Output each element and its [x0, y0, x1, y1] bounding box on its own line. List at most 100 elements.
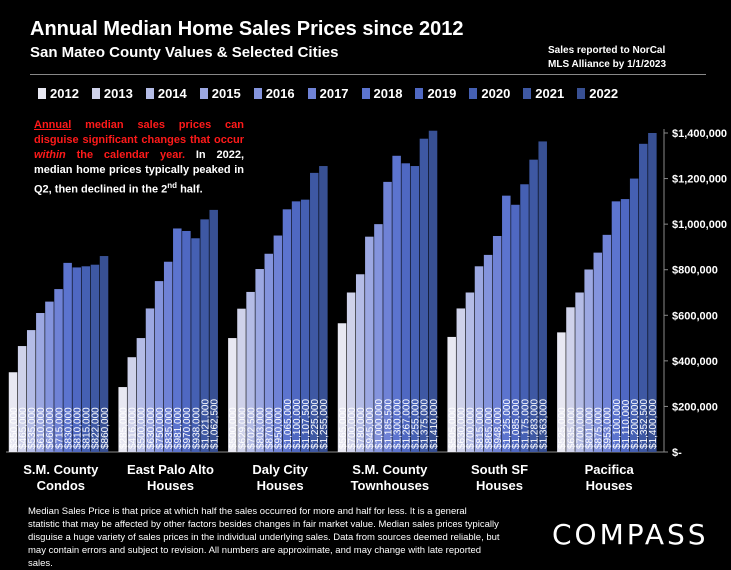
bar-2012: [118, 387, 127, 452]
bar-2019: [620, 199, 630, 452]
bar-2013: [346, 292, 356, 452]
bar-value-label: $870,000: [265, 407, 276, 449]
bar-value-label: $830,000: [63, 407, 74, 449]
bar-value-label: $610,000: [36, 407, 47, 449]
bar-2021: [90, 264, 100, 452]
y-tick-label: $1,200,000: [672, 174, 727, 186]
bar-2019: [291, 201, 301, 452]
bar-2021: [200, 219, 209, 452]
bar-value-label: $1,175,000: [520, 399, 531, 449]
bar-value-label: $1,110,000: [621, 399, 632, 449]
bar-2019: [511, 204, 520, 452]
bar-value-label: $700,000: [575, 407, 586, 449]
legend-swatch: [145, 87, 154, 99]
bar-2016: [154, 281, 164, 452]
y-tick-label: $-: [672, 447, 682, 459]
chart-subtitle: San Mateo County Values & Selected Citie…: [30, 44, 339, 61]
category-label: Houses: [257, 478, 304, 493]
bar-value-label: $822,000: [91, 407, 102, 449]
header-divider: [30, 74, 706, 75]
category-label: Condos: [37, 478, 85, 493]
annotation-annual: Annual: [34, 119, 72, 131]
bar-2012: [447, 336, 456, 452]
bar-value-label: $702,500: [246, 407, 257, 449]
legend-label: 2019: [427, 85, 457, 101]
bar-2018: [63, 262, 72, 452]
bar-2022: [538, 141, 547, 452]
bar-value-label: $635,000: [566, 407, 577, 449]
bar-value-label: $1,065,000: [283, 399, 294, 449]
legend-item-2019: 2019: [415, 86, 456, 101]
annotation-superscript: nd: [167, 181, 178, 190]
category-label: Daly City: [252, 462, 308, 477]
category-label: Houses: [586, 478, 633, 493]
category-label: Houses: [147, 478, 194, 493]
chart-title: Annual Median Home Sales Prices since 20…: [30, 18, 464, 40]
bar-2015: [365, 236, 374, 452]
bar-value-label: $416,000: [128, 407, 139, 449]
legend-item-2013: 2013: [91, 86, 133, 101]
bar-2019: [72, 267, 81, 452]
source-note-line2: MLS Alliance by 1/1/2023: [548, 59, 667, 70]
legend-swatch: [253, 87, 262, 99]
category-label: S.M. County: [23, 462, 99, 477]
bar-2016: [264, 253, 274, 452]
legend-item-2018: 2018: [361, 85, 403, 101]
y-tick-label: $1,400,000: [672, 128, 727, 140]
legend-swatch: [38, 87, 46, 99]
bar-2020: [300, 199, 310, 452]
bar-value-label: $715,000: [54, 407, 65, 449]
bar-value-label: $1,100,000: [292, 399, 303, 449]
legend-label: 2016: [265, 85, 295, 101]
category-label: East Palo Alto: [127, 462, 214, 477]
bar-2017: [602, 234, 612, 452]
bar-value-label: $1,255,000: [319, 399, 330, 449]
bar-value-label: $1,200,000: [630, 399, 641, 449]
annotation-note: Annual median sales prices can disguise …: [34, 118, 244, 198]
bar-value-label: $981,000: [173, 407, 184, 449]
legend-swatch: [469, 87, 478, 99]
legend-label: 2017: [319, 85, 349, 101]
bar-value-label: $1,062,500: [210, 399, 221, 449]
bar-2016: [45, 301, 54, 452]
bar-2021: [529, 159, 538, 452]
bar-value-label: $875,000: [594, 407, 605, 449]
footer-disclaimer: Median Sales Price is that price at whic…: [28, 506, 500, 569]
bar-2018: [611, 201, 621, 452]
bar-2012: [337, 323, 347, 452]
legend-swatch: [307, 87, 316, 99]
bar-2018: [502, 195, 511, 452]
bar-value-label: $1,255,000: [411, 399, 422, 449]
legend-item-2012: 2012: [38, 86, 79, 101]
bar-2018: [282, 209, 292, 452]
bar-value-label: $953,000: [603, 407, 614, 449]
source-note: Sales reported to NorCal MLS Alliance by…: [548, 44, 718, 72]
legend-item-2022: 2022: [577, 86, 618, 101]
source-note-line1: Sales reported to NorCal: [548, 45, 666, 56]
legend-swatch: [523, 87, 532, 99]
bar-value-label: $1,125,000: [502, 399, 513, 449]
annotation-text-1: median sales prices can disguise signifi…: [34, 119, 244, 146]
category-label: Houses: [476, 478, 523, 493]
bar-value-label: $350,000: [9, 407, 20, 449]
bar-value-label: $565,000: [338, 407, 349, 449]
legend-label: 2022: [589, 85, 619, 101]
bar-2012: [557, 332, 566, 453]
bar-value-label: $1,100,000: [612, 399, 623, 449]
bar-value-label: $1,363,000: [539, 399, 550, 449]
legend-label: 2018: [373, 85, 403, 101]
bar-2017: [492, 235, 502, 452]
y-tick-label: $800,000: [672, 265, 718, 277]
bar-value-label: $525,000: [557, 407, 568, 449]
bar-value-label: $945,000: [365, 407, 376, 449]
bar-2020: [629, 178, 639, 452]
bar-2022: [99, 256, 109, 452]
legend-label: 2015: [211, 85, 241, 101]
bar-value-label: $465,000: [18, 407, 29, 449]
bar-2014: [136, 338, 146, 452]
bar-2018: [392, 155, 401, 453]
bar-2022: [428, 130, 438, 452]
bar-value-label: $803,000: [255, 407, 266, 449]
bar-value-label: $505,000: [448, 407, 459, 449]
